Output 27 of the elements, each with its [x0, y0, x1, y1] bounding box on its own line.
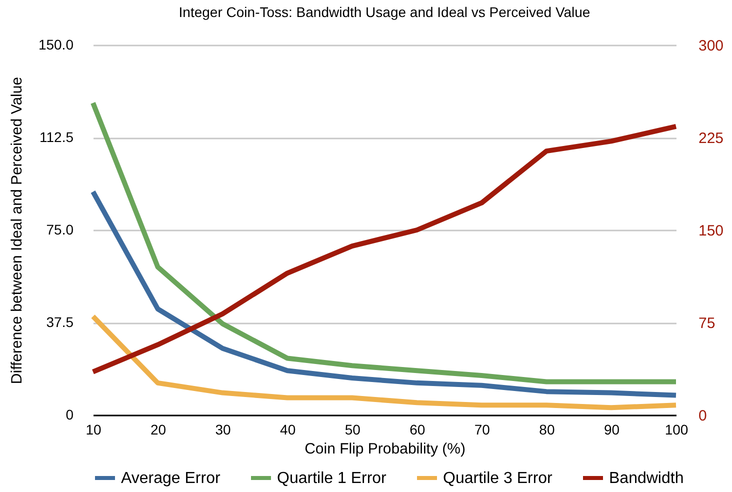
y2-tick-label: 0 — [698, 408, 707, 424]
x-tick-label: 40 — [280, 422, 296, 438]
y2-tick-label: 150 — [698, 222, 724, 240]
x-tick-label: 30 — [215, 422, 232, 438]
y2-tick-label: 300 — [698, 38, 724, 54]
x-axis-title: Coin Flip Probability (%) — [304, 440, 466, 458]
x-tick-label: 50 — [344, 422, 361, 438]
x-tick-label: 10 — [86, 422, 102, 438]
x-tick-label: 60 — [410, 422, 426, 438]
x-tick-label: 100 — [664, 422, 688, 438]
y2-tick-label: 225 — [698, 130, 724, 147]
y-tick-label: 150.0 — [38, 36, 74, 52]
legend-label: Quartile 3 Error — [443, 470, 554, 487]
x-tick-label: 80 — [539, 422, 555, 438]
y2-tick-label: 75 — [698, 315, 716, 332]
y-tick-label: 112.5 — [40, 129, 74, 145]
legend-label: Bandwidth — [609, 470, 684, 487]
x-tick-label: 90 — [604, 422, 620, 438]
chart-title: Integer Coin-Toss: Bandwidth Usage and Ideal vs Perceived Value — [178, 4, 590, 20]
y-tick-label: 0 — [66, 406, 74, 422]
legend-label: Average Error — [121, 470, 221, 487]
legend-label: Quartile 1 Error — [277, 470, 388, 487]
y-axis-title: Difference between Ideal and Perceived Value — [8, 76, 26, 384]
x-tick-label: 20 — [150, 422, 166, 438]
y-tick-label: 37.5 — [46, 314, 74, 330]
y-tick-label: 75.0 — [46, 222, 74, 238]
x-tick-label: 70 — [474, 422, 490, 438]
